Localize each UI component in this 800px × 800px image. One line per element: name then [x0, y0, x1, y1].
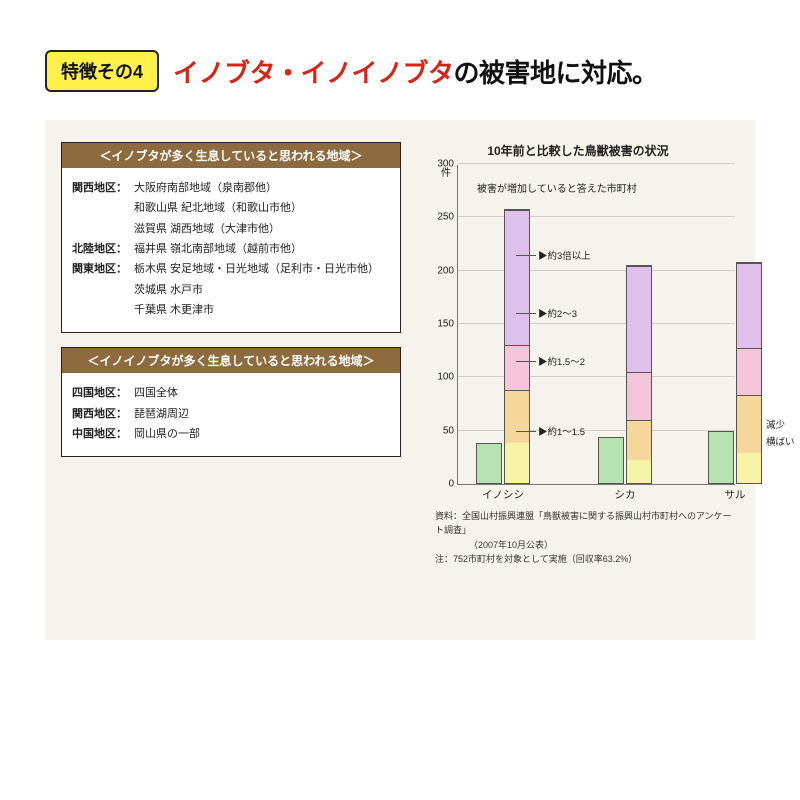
footnote-line: （2007年10月公表）: [469, 538, 739, 552]
right-label: 横ばい: [766, 434, 795, 448]
gridline: [458, 163, 735, 164]
bar-segment: [709, 432, 733, 483]
bar: [736, 262, 762, 484]
bar-group: サル: [708, 262, 762, 484]
bar: [708, 431, 734, 484]
region-label: 関西地区：: [72, 404, 134, 424]
bar-segment: [627, 460, 651, 483]
region-label: 関西地区：: [72, 178, 134, 198]
x-label: サル: [725, 487, 746, 502]
bar: [476, 443, 502, 484]
chart-plot: 050100150200250300イノシシシカサル▶約3倍以上▶約2〜3▶約1…: [457, 165, 735, 485]
bar-segment: [627, 372, 651, 420]
panel-inoinobuta: ＜イノイノブタが多く生息していると思われる地域＞ 四国地区：四国全体関西地区：琵…: [61, 347, 401, 457]
region-row: 四国地区：四国全体: [72, 383, 390, 403]
right-label: 減少: [766, 417, 785, 431]
region-text: 四国全体: [134, 383, 178, 403]
region-row: 関東地区：栃木県 安足地域・日光地域（足利市・日光市他）: [72, 259, 390, 279]
bar-segment: [737, 395, 761, 453]
segment-label: ▶約3倍以上: [538, 248, 591, 262]
panel-body: 関西地区：大阪府南部地域（泉南郡他）和歌山県 紀北地域（和歌山市他）滋賀県 湖西…: [62, 168, 400, 332]
region-row: 北陸地区：福井県 嶺北南部地域（越前市他）: [72, 239, 390, 259]
y-tick: 50: [428, 425, 454, 436]
footnote-line: 資料：全国山村振興連盟「鳥獣被害に関する振興山村市町村へのアンケート調査」: [435, 509, 739, 538]
bar-segment: [505, 210, 529, 346]
region-text: 岡山県の一部: [134, 424, 200, 444]
bar: [626, 265, 652, 484]
bar-segment: [477, 444, 501, 483]
region-label: 北陸地区：: [72, 239, 134, 259]
region-label: 中国地区：: [72, 424, 134, 444]
region-label: [72, 300, 134, 320]
chart-title: 10年前と比較した鳥獣被害の状況: [417, 142, 739, 159]
bar: [504, 209, 530, 484]
region-row: 関西地区：大阪府南部地域（泉南郡他）: [72, 178, 390, 198]
segment-label: ▶約1〜1.5: [538, 424, 585, 438]
y-tick: 300: [428, 159, 454, 170]
headline-rest: の被害地に対応。: [454, 58, 658, 88]
region-text: 福井県 嶺北南部地域（越前市他）: [134, 239, 302, 259]
feature-badge: 特徴その4: [45, 50, 159, 92]
chart-footnote: 資料：全国山村振興連盟「鳥獣被害に関する振興山村市町村へのアンケート調査」 （2…: [435, 509, 739, 567]
bar-segment: [737, 453, 761, 483]
bar: [598, 437, 624, 484]
y-tick: 100: [428, 372, 454, 383]
region-row: 和歌山県 紀北地域（和歌山市他）: [72, 198, 390, 218]
region-text: 栃木県 安足地域・日光地域（足利市・日光市他）: [134, 259, 379, 279]
panel-body: 四国地区：四国全体関西地区：琵琶湖周辺中国地区：岡山県の一部: [62, 373, 400, 456]
headline-red: イノブタ・イノイノブタ: [173, 58, 454, 88]
bar-segment: [505, 390, 529, 443]
left-column: ＜イノブタが多く生息していると思われる地域＞ 関西地区：大阪府南部地域（泉南郡他…: [61, 142, 401, 618]
region-row: 滋賀県 湖西地域（大津市他）: [72, 219, 390, 239]
region-row: 千葉県 木更津市: [72, 300, 390, 320]
region-row: 中国地区：岡山県の一部: [72, 424, 390, 444]
y-tick: 150: [428, 319, 454, 330]
y-tick: 200: [428, 265, 454, 276]
chart-column: 10年前と比較した鳥獣被害の状況 件 被害が増加していると答えた市町村 0501…: [417, 142, 739, 618]
region-label: [72, 280, 134, 300]
panel-head: ＜イノイノブタが多く生息していると思われる地域＞: [62, 348, 400, 373]
region-text: 滋賀県 湖西地域（大津市他）: [134, 219, 280, 239]
region-text: 茨城県 水戸市: [134, 280, 203, 300]
footnote-line: 注：752市町村を対象として実施（回収率63.2%）: [435, 552, 739, 566]
y-tick: 0: [428, 479, 454, 490]
region-label: 四国地区：: [72, 383, 134, 403]
region-text: 千葉県 木更津市: [134, 300, 214, 320]
header-row: 特徴その4 イノブタ・イノイノブタの被害地に対応。: [45, 50, 755, 92]
bar-segment: [627, 420, 651, 460]
bar-segment: [505, 443, 529, 483]
bar-segment: [599, 438, 623, 483]
bar-segment: [737, 348, 761, 396]
x-label: シカ: [615, 487, 636, 502]
segment-label: ▶約1.5〜2: [538, 354, 585, 368]
region-row: 関西地区：琵琶湖周辺: [72, 404, 390, 424]
segment-label: ▶約2〜3: [538, 306, 577, 320]
bar-group: シカ: [598, 265, 652, 484]
region-label: [72, 219, 134, 239]
panel-inobuta: ＜イノブタが多く生息していると思われる地域＞ 関西地区：大阪府南部地域（泉南郡他…: [61, 142, 401, 333]
region-text: 和歌山県 紀北地域（和歌山市他）: [134, 198, 302, 218]
region-label: [72, 198, 134, 218]
region-row: 茨城県 水戸市: [72, 280, 390, 300]
region-text: 大阪府南部地域（泉南郡他）: [134, 178, 277, 198]
region-label: 関東地区：: [72, 259, 134, 279]
bar-group: イノシシ: [476, 209, 530, 484]
bar-segment: [737, 263, 761, 348]
content-area: ＜イノブタが多く生息していると思われる地域＞ 関西地区：大阪府南部地域（泉南郡他…: [45, 120, 755, 640]
headline: イノブタ・イノイノブタの被害地に対応。: [173, 53, 658, 90]
panel-head: ＜イノブタが多く生息していると思われる地域＞: [62, 143, 400, 168]
region-text: 琵琶湖周辺: [134, 404, 189, 424]
bar-segment: [627, 266, 651, 372]
x-label: イノシシ: [482, 487, 524, 502]
y-tick: 250: [428, 212, 454, 223]
bar-segment: [505, 345, 529, 389]
